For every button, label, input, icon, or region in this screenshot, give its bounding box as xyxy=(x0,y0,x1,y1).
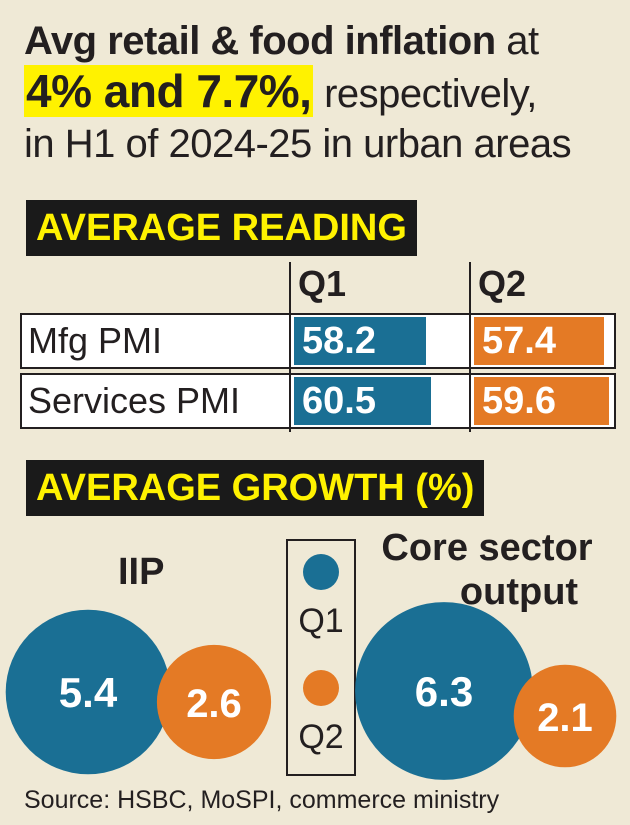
legend-q1-label: Q1 xyxy=(298,602,343,640)
pmi-row-services: Services PMI 60.5 59.6 xyxy=(20,373,616,429)
pmi-bar-services-q2: 59.6 xyxy=(474,377,609,425)
iip-q2-value: 2.6 xyxy=(186,682,242,726)
average-reading-title: AVERAGE READING xyxy=(26,200,417,256)
iip-label: IIP xyxy=(118,551,164,593)
headline-line-3: in H1 of 2024-25 in urban areas xyxy=(24,122,572,166)
pmi-bar-mfg-q1: 58.2 xyxy=(294,317,426,365)
legend-q2-label: Q2 xyxy=(298,718,343,756)
headline: Avg retail & food inflation at 4% and 7.… xyxy=(24,16,624,169)
pmi-row-mfg: Mfg PMI 58.2 57.4 xyxy=(20,313,616,369)
headline-line-1: Avg retail & food inflation at xyxy=(24,19,539,63)
source-note: Source: HSBC, MoSPI, commerce ministry xyxy=(24,786,500,814)
core-sector-label-line-2: output xyxy=(460,571,579,613)
iip-q1-bubble xyxy=(5,609,171,775)
column-divider-q2 xyxy=(469,262,471,432)
legend-q2-marker xyxy=(303,670,339,706)
headline-line-2: 4% and 7.7%, respectively, xyxy=(24,65,537,117)
q1-column-header: Q1 xyxy=(298,263,347,304)
q2-column-header: Q2 xyxy=(478,263,527,304)
core-q2-value: 2.1 xyxy=(537,696,593,740)
pmi-bar-mfg-q2: 57.4 xyxy=(474,317,604,365)
legend-q1-marker xyxy=(303,554,339,590)
core-q1-bubble xyxy=(355,602,533,780)
iip-q2-bubble xyxy=(156,644,272,760)
pmi-row-label: Services PMI xyxy=(28,380,241,421)
core-q2-bubble xyxy=(513,664,617,768)
iip-q1-value: 5.4 xyxy=(59,669,118,716)
growth-bubble-chart: IIP 5.4 2.6 Q1 Q2 Core sector output 6.3… xyxy=(5,527,617,780)
highlight-figures: 4% and 7.7%, xyxy=(24,65,314,117)
legend-box xyxy=(286,539,356,776)
column-divider-q1 xyxy=(289,262,291,432)
core-sector-label-line-1: Core sector xyxy=(381,527,592,569)
pmi-row-label: Mfg PMI xyxy=(28,320,163,361)
average-growth-title: AVERAGE GROWTH (%) xyxy=(26,460,485,516)
core-q1-value: 6.3 xyxy=(415,668,473,715)
pmi-bar-services-q1: 60.5 xyxy=(294,377,431,425)
